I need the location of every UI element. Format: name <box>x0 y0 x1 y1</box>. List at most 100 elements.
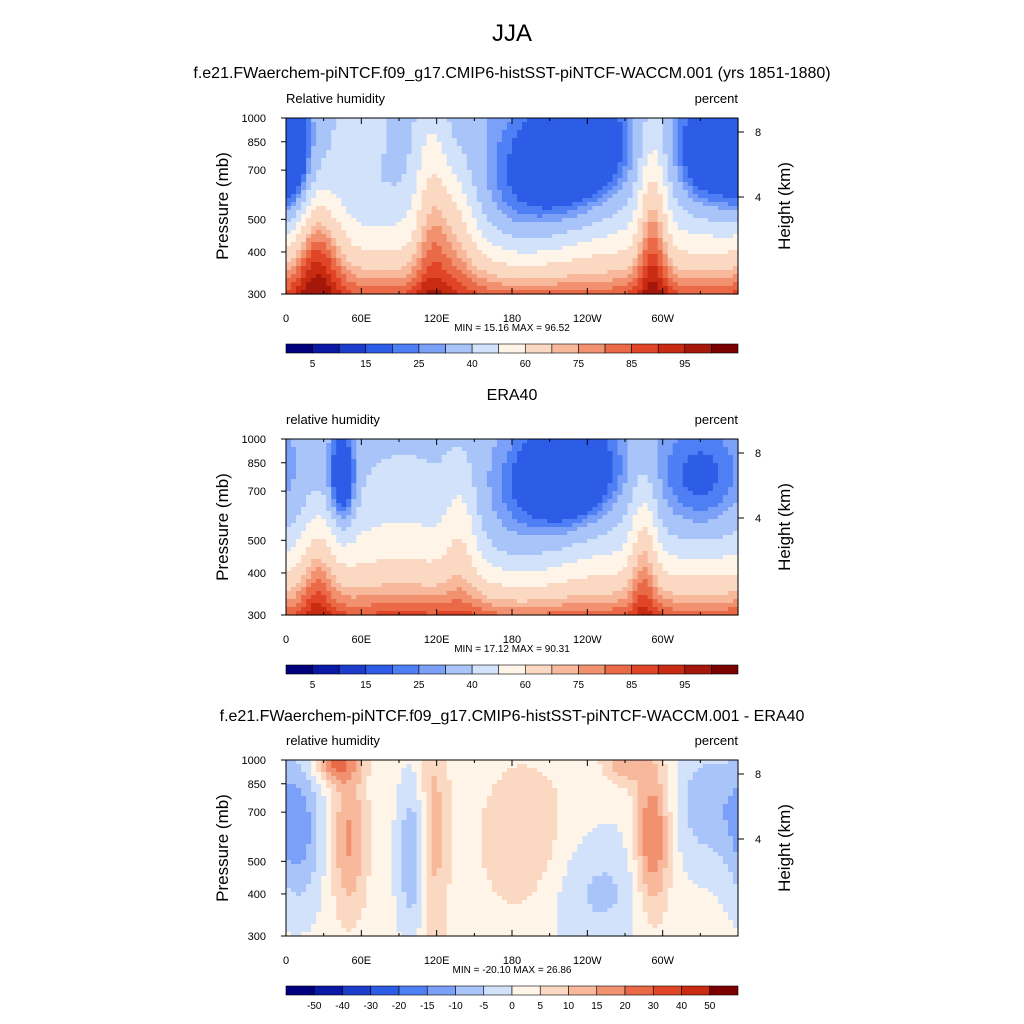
field-cell <box>512 439 518 444</box>
field-cell <box>712 174 719 179</box>
field-cell <box>461 258 468 263</box>
field-cell <box>582 222 588 227</box>
field-cell <box>311 198 317 203</box>
field-cell <box>572 238 578 243</box>
field-cell <box>642 222 649 227</box>
field-cell <box>396 206 403 211</box>
field-cell <box>532 471 538 476</box>
field-cell <box>491 218 498 223</box>
field-cell <box>291 118 297 123</box>
field-cell <box>572 158 578 163</box>
field-cell <box>341 138 347 143</box>
field-cell <box>632 262 639 267</box>
field-cell <box>617 154 624 159</box>
field-cell <box>592 254 598 259</box>
field-cell <box>301 146 307 151</box>
field-cell <box>401 202 408 207</box>
field-cell <box>612 190 619 195</box>
field-cell <box>456 282 463 287</box>
field-cell <box>542 138 548 143</box>
field-cell <box>291 166 297 171</box>
field-cell <box>612 447 619 452</box>
field-cell <box>687 146 694 151</box>
field-cell <box>471 467 478 472</box>
field-cell <box>306 118 312 123</box>
field-cell <box>466 202 473 207</box>
field-cell <box>496 146 503 151</box>
field-cell <box>657 270 664 275</box>
field-cell <box>316 459 322 464</box>
field-cell <box>391 138 398 143</box>
field-cell <box>296 254 302 259</box>
field-cell <box>426 238 433 243</box>
field-cell <box>512 238 518 243</box>
field-cell <box>326 142 332 147</box>
field-cell <box>567 475 573 480</box>
field-cell <box>587 158 593 163</box>
field-cell <box>506 178 513 183</box>
field-cell <box>577 154 583 159</box>
field-cell <box>642 258 649 263</box>
field-cell <box>391 254 398 259</box>
field-cell <box>592 250 598 255</box>
field-cell <box>537 154 543 159</box>
field-cell <box>331 122 337 127</box>
field-cell <box>562 222 568 227</box>
field-cell <box>542 210 548 215</box>
field-cell <box>562 122 568 127</box>
field-cell <box>431 439 438 444</box>
field-cell <box>396 134 403 139</box>
field-cell <box>707 118 714 123</box>
field-cell <box>351 206 357 211</box>
field-cell <box>587 451 593 456</box>
field-cell <box>426 290 433 295</box>
field-cell <box>286 250 292 255</box>
field-cell <box>667 190 674 195</box>
field-cell <box>687 226 694 231</box>
field-cell <box>366 266 372 271</box>
field-cell <box>572 439 578 444</box>
field-cell <box>336 174 342 179</box>
y-axis-title: Pressure (mb) <box>213 152 232 260</box>
field-cell <box>517 443 523 448</box>
field-cell <box>341 234 347 239</box>
field-cell <box>527 170 533 175</box>
field-cell <box>331 182 337 187</box>
field-cell <box>727 226 734 231</box>
field-cell <box>381 210 388 215</box>
field-cell <box>712 467 719 472</box>
field-cell <box>356 230 362 235</box>
field-cell <box>416 238 423 243</box>
field-cell <box>527 451 533 456</box>
field-cell <box>491 451 498 456</box>
field-cell <box>416 467 423 472</box>
field-cell <box>617 439 624 444</box>
field-cell <box>527 234 533 239</box>
field-cell <box>506 118 513 123</box>
field-cell <box>642 190 649 195</box>
field-cell <box>672 130 679 135</box>
field-cell <box>717 182 724 187</box>
field-cell <box>607 234 614 239</box>
field-cell <box>386 118 393 123</box>
field-cell <box>672 455 679 460</box>
field-cell <box>461 246 468 251</box>
field-cell <box>336 222 342 227</box>
field-cell <box>296 451 302 456</box>
field-cell <box>286 126 292 131</box>
field-cell <box>712 170 719 175</box>
field-cell <box>532 439 538 444</box>
field-cell <box>486 194 493 199</box>
field-cell <box>326 166 332 171</box>
field-cell <box>421 262 428 267</box>
field-cell <box>702 118 709 123</box>
field-cell <box>707 146 714 151</box>
field-cell <box>712 210 719 215</box>
field-cell <box>632 118 639 123</box>
field-cell <box>441 266 448 271</box>
field-cell <box>562 198 568 203</box>
field-cell <box>291 150 297 155</box>
field-cell <box>326 122 332 127</box>
field-cell <box>677 459 684 464</box>
field-cell <box>672 174 679 179</box>
